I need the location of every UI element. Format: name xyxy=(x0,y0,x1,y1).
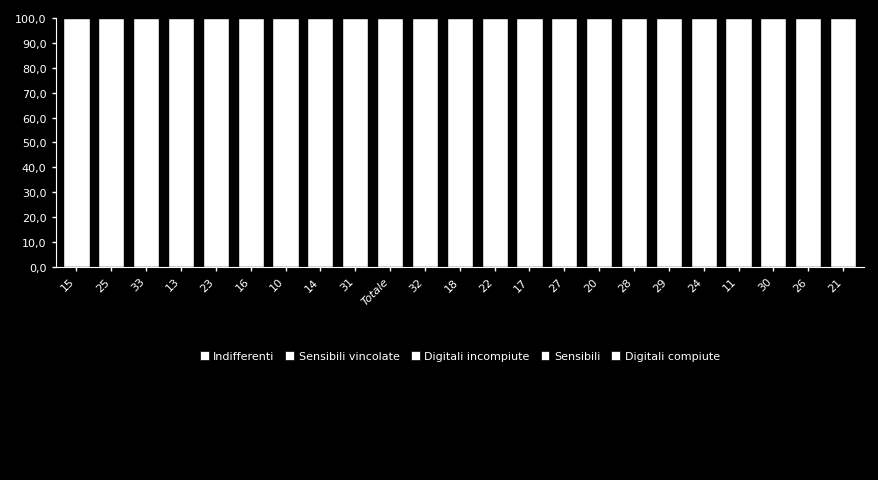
Bar xyxy=(481,19,507,267)
Bar xyxy=(377,19,403,267)
Bar xyxy=(412,19,437,267)
Bar xyxy=(237,19,263,267)
Bar xyxy=(307,19,333,267)
Bar xyxy=(342,19,368,267)
Bar xyxy=(203,19,228,267)
Bar xyxy=(551,19,577,267)
Bar xyxy=(724,19,751,267)
Bar xyxy=(133,19,159,267)
Bar xyxy=(829,19,855,267)
Bar xyxy=(759,19,786,267)
Bar xyxy=(515,19,542,267)
Bar xyxy=(795,19,820,267)
Legend: Indifferenti, Sensibili vincolate, Digitali incompiute, Sensibili, Digitali comp: Indifferenti, Sensibili vincolate, Digit… xyxy=(195,347,723,366)
Bar xyxy=(690,19,716,267)
Bar xyxy=(98,19,124,267)
Bar xyxy=(655,19,681,267)
Bar xyxy=(586,19,612,267)
Bar xyxy=(446,19,472,267)
Bar xyxy=(272,19,299,267)
Bar xyxy=(63,19,90,267)
Bar xyxy=(620,19,646,267)
Bar xyxy=(168,19,194,267)
